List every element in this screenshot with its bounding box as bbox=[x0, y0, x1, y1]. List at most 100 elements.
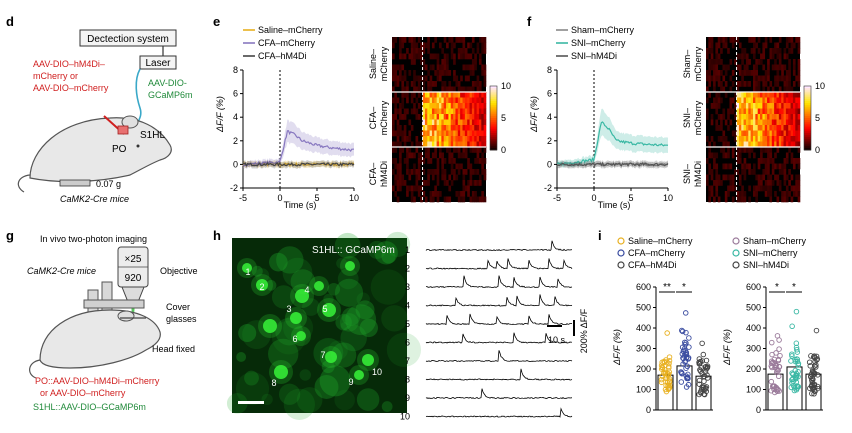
heatmap-cell-e bbox=[457, 97, 461, 104]
heatmap-cell-e bbox=[483, 75, 487, 82]
heatmap-cell-f bbox=[790, 119, 794, 126]
heatmap-cell-e bbox=[439, 70, 442, 76]
heatmap-cell-f bbox=[710, 59, 714, 65]
heatmap-cell-f bbox=[738, 114, 742, 120]
heatmap-cell-e bbox=[450, 114, 454, 120]
heatmap-cell-f bbox=[769, 103, 773, 109]
heatmap-cell-e bbox=[429, 75, 433, 82]
heatmap-cell-f bbox=[736, 103, 740, 109]
heatmap-cell-f bbox=[731, 180, 735, 186]
heatmap-cell-f bbox=[778, 97, 782, 104]
heatmap-cell-f bbox=[788, 48, 791, 54]
heatmap-cell-f bbox=[771, 119, 775, 126]
heatmap-cell-e bbox=[462, 97, 466, 104]
heatmap-cell-f bbox=[781, 70, 784, 76]
heatmap-cell-f bbox=[776, 196, 780, 203]
heatmap-cell-e bbox=[439, 141, 442, 148]
heatmap-cell-e bbox=[420, 196, 423, 203]
heatmap-cell-f bbox=[792, 119, 796, 126]
xlabel-e: Time (s) bbox=[284, 200, 317, 210]
heatmap-e-row0-line1: Saline– bbox=[368, 49, 378, 79]
heatmap-cell-e bbox=[478, 125, 482, 131]
heatmap-cell-e bbox=[443, 64, 447, 71]
heatmap-cell-f bbox=[731, 130, 735, 137]
heatmap-cell-e bbox=[434, 147, 437, 153]
heatmap-cell-e bbox=[396, 119, 400, 126]
heatmap-cell-e bbox=[434, 92, 437, 98]
heatmap-cell-e bbox=[469, 70, 473, 76]
legend-i-marker bbox=[732, 237, 740, 245]
heatmap-cell-f bbox=[778, 108, 782, 115]
heatmap-cell-f bbox=[720, 114, 723, 120]
heatmap-cell-e bbox=[429, 191, 433, 197]
heatmap-cell-f bbox=[722, 152, 726, 159]
colorbar-step-e bbox=[490, 111, 497, 115]
heatmap-cell-f bbox=[720, 119, 723, 126]
heatmap-cell-e bbox=[464, 147, 468, 153]
heatmap-cell-f bbox=[743, 141, 747, 148]
virus-red-line1: AAV-DIO–hM4Di– bbox=[33, 59, 105, 69]
heatmap-cell-f bbox=[797, 147, 801, 153]
heatmap-cell-f bbox=[750, 147, 754, 153]
heatmap-cell-f bbox=[795, 141, 798, 148]
heatmap-cell-f bbox=[790, 42, 794, 49]
heatmap-cell-f bbox=[755, 92, 758, 98]
heatmap-cell-e bbox=[399, 108, 402, 115]
heatmap-cell-e bbox=[469, 103, 473, 109]
heatmap-cell-e bbox=[471, 59, 475, 65]
heatmap-cell-f bbox=[762, 86, 766, 93]
heatmap-cell-e bbox=[401, 75, 405, 82]
heatmap-cell-e bbox=[408, 37, 412, 43]
heatmap-cell-e bbox=[420, 48, 423, 54]
heatmap-cell-f bbox=[783, 125, 787, 131]
heatmap-cell-f bbox=[715, 108, 719, 115]
heatmap-cell-f bbox=[776, 75, 780, 82]
heatmap-cell-f bbox=[748, 163, 751, 170]
heatmap-cell-e bbox=[427, 180, 430, 186]
heatmap-e-row0-line2: mCherry bbox=[379, 46, 389, 81]
heatmap-cell-f bbox=[713, 180, 716, 186]
heatmap-cell-f bbox=[715, 125, 719, 131]
heatmap-cell-e bbox=[469, 196, 473, 203]
heatmap-cell-f bbox=[764, 42, 768, 49]
heatmap-cell-e bbox=[476, 158, 480, 164]
neuron-soma bbox=[295, 289, 309, 303]
heatmap-cell-f bbox=[738, 92, 742, 98]
y-tick-label-e: 0 bbox=[233, 159, 238, 169]
heatmap-cell-e bbox=[431, 125, 435, 131]
heatmap-cell-e bbox=[481, 108, 484, 115]
heatmap-cell-f bbox=[771, 108, 775, 115]
heatmap-cell-e bbox=[415, 141, 419, 148]
neuron-soma bbox=[242, 263, 252, 273]
heatmap-cell-f bbox=[769, 191, 773, 197]
heatmap-cell-f bbox=[706, 114, 709, 120]
colorbar-step-f bbox=[804, 94, 811, 98]
virus-red-line3: AAV-DIO–mCherry bbox=[33, 83, 109, 93]
heatmap-cell-e bbox=[450, 97, 454, 104]
data-point-i-left-1 bbox=[683, 329, 689, 336]
heatmap-cell-f bbox=[753, 97, 756, 104]
heatmap-cell-e bbox=[429, 81, 433, 87]
heatmap-cell-e bbox=[476, 81, 480, 87]
heatmap-cell-f bbox=[755, 174, 758, 181]
heatmap-cell-f bbox=[769, 48, 773, 54]
heatmap-cell-f bbox=[715, 48, 719, 54]
heatmap-cell-f bbox=[769, 158, 773, 164]
colorbar-step-f bbox=[804, 143, 811, 147]
heatmap-cell-f bbox=[738, 119, 742, 126]
heatmap-cell-e bbox=[455, 174, 459, 181]
heatmap-cell-e bbox=[424, 119, 428, 126]
heatmap-cell-f bbox=[753, 70, 756, 76]
heatmap-cell-e bbox=[439, 64, 442, 71]
calcium-trace-5 bbox=[425, 313, 573, 326]
heatmap-cell-e bbox=[448, 174, 452, 181]
panel-letter-h: h bbox=[213, 228, 221, 243]
heatmap-cell-e bbox=[478, 108, 482, 115]
heatmap-cell-e bbox=[448, 196, 452, 203]
heatmap-cell-e bbox=[446, 136, 449, 142]
heatmap-cell-e bbox=[481, 48, 484, 54]
neuron-soma bbox=[345, 261, 355, 271]
heatmap-cell-e bbox=[399, 48, 402, 54]
heatmap-cell-f bbox=[745, 70, 749, 76]
heatmap-cell-f bbox=[717, 196, 721, 203]
